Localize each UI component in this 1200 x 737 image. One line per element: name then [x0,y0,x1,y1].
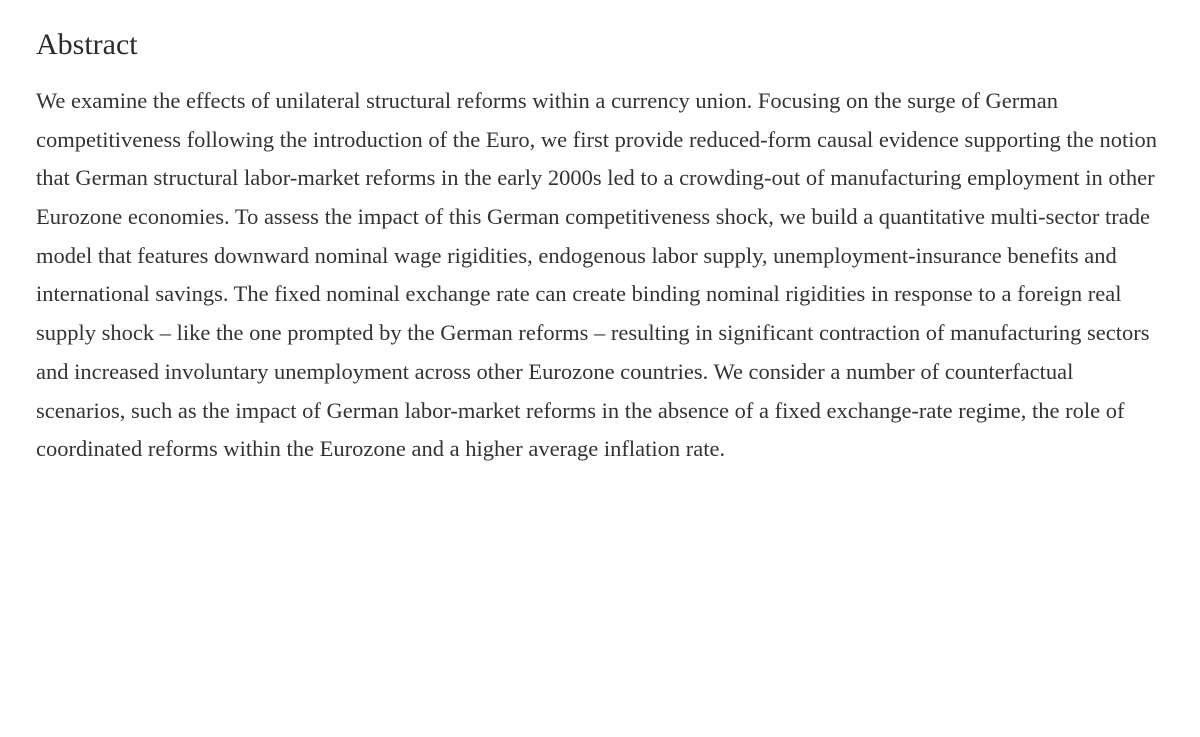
abstract-heading: Abstract [36,28,1164,62]
abstract-body: We examine the effects of unilateral str… [36,82,1164,469]
